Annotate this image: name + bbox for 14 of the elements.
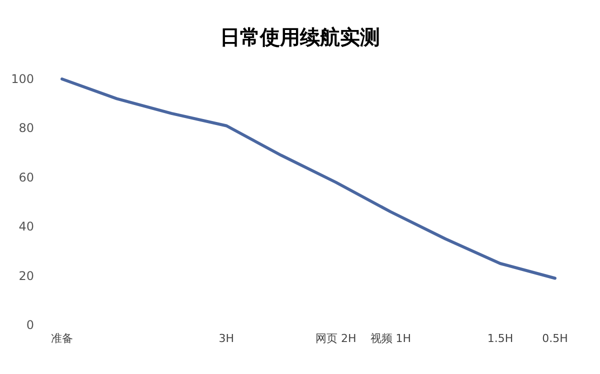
x-tick-label: 1.5H [487, 332, 514, 345]
y-tick-label: 80 [18, 121, 34, 136]
y-tick-label: 40 [18, 220, 34, 234]
x-tick-label: 3H [218, 332, 234, 345]
y-tick-label: 0 [26, 318, 34, 332]
x-tick-label: 0.5H [542, 332, 568, 345]
y-tick-label: 100 [11, 72, 34, 86]
x-tick-label: 准备 [51, 332, 73, 345]
x-tick-label: 网页 2H [316, 332, 356, 345]
y-tick-label: 20 [18, 268, 34, 283]
chart-title: 日常使用续航实测 [220, 25, 380, 49]
line-series [60, 78, 556, 280]
x-tick-label: 视频 1H [370, 332, 412, 345]
y-tick-label: 60 [18, 170, 34, 184]
